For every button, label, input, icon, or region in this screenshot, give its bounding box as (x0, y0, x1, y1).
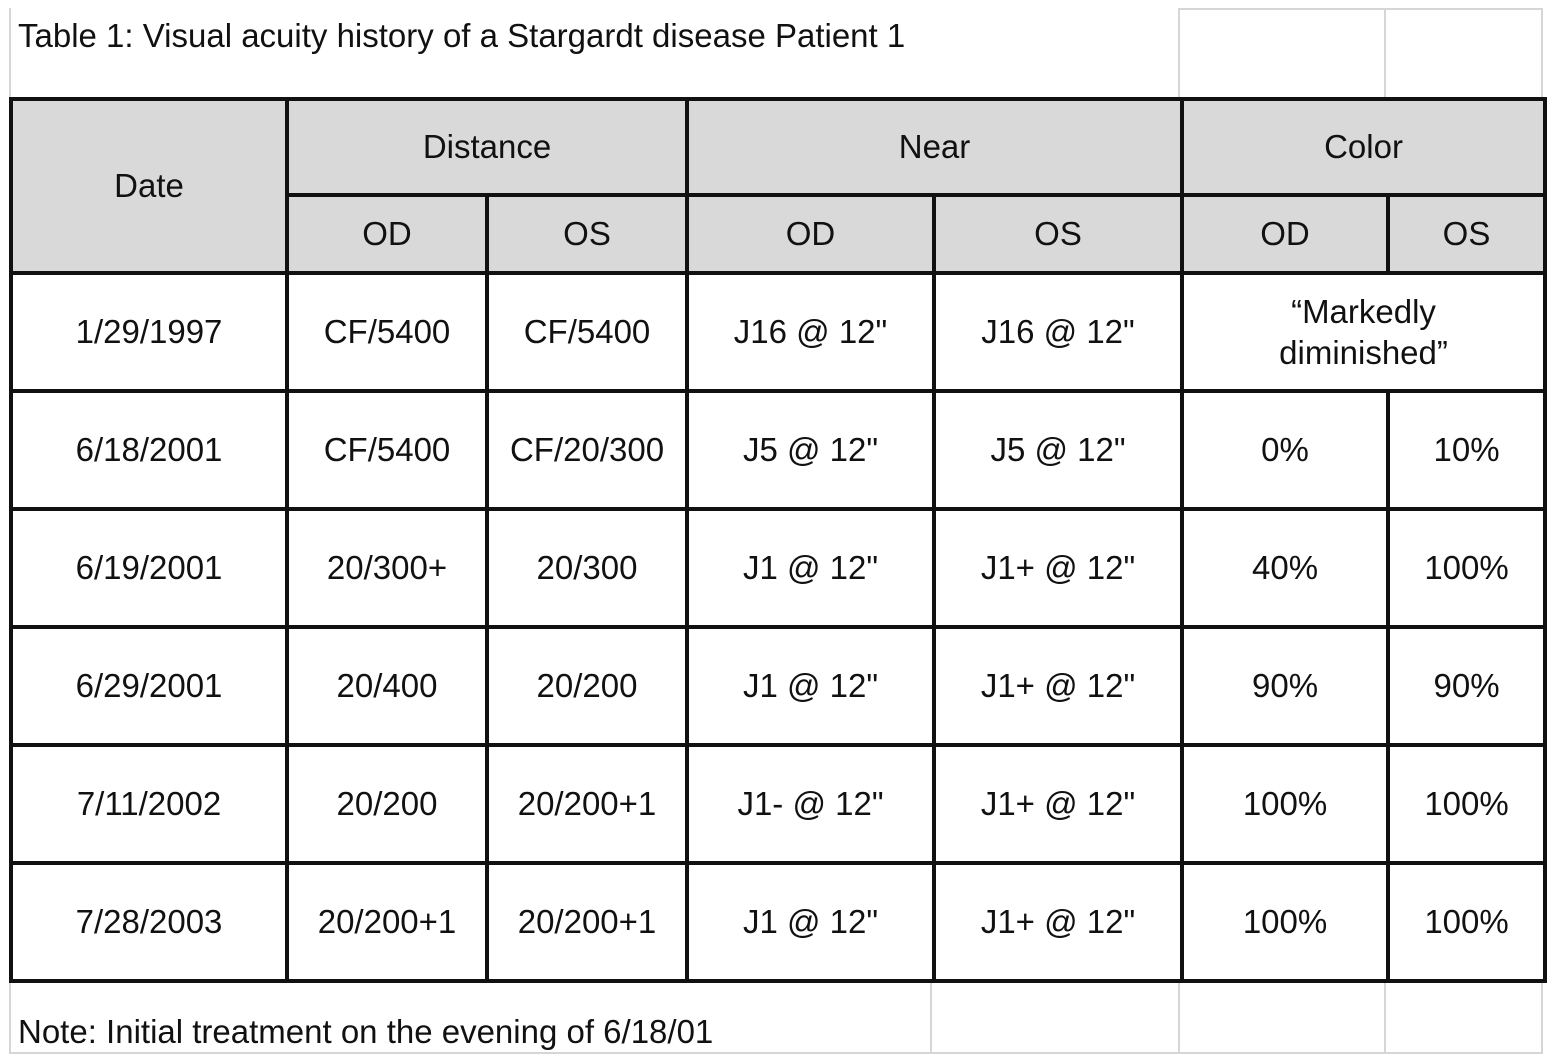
cell-distance-od: 20/400 (285, 625, 489, 747)
cell-distance-os: CF/5400 (484, 271, 690, 393)
gridline (1178, 8, 1180, 98)
cell-date: 6/18/2001 (9, 389, 289, 511)
table-row: 6/18/2001 CF/5400 CF/20/300 J5 @ 12" J5 … (9, 389, 1548, 511)
gridline (9, 1052, 1543, 1054)
cell-distance-od: 20/200+1 (285, 861, 489, 983)
table-title: Table 1: Visual acuity history of a Star… (18, 17, 906, 54)
cell-date: 7/11/2002 (9, 743, 289, 865)
cell-near-os: J5 @ 12" (932, 389, 1185, 511)
header-row-groups: Date Distance Near Color (9, 97, 1548, 275)
cell-distance-od: CF/5400 (285, 271, 489, 393)
cell-near-od: J5 @ 12" (685, 389, 937, 511)
table-note: Note: Initial treatment on the evening o… (18, 1013, 714, 1050)
gridline (1384, 982, 1386, 1054)
cell-distance-os: 20/200 (484, 625, 690, 747)
cell-near-od: J1- @ 12" (685, 743, 937, 865)
table-row: 1/29/1997 CF/5400 CF/5400 J16 @ 12" J16 … (9, 271, 1548, 393)
gridline (9, 982, 11, 1054)
cell-near-os: J16 @ 12" (932, 271, 1185, 393)
gridline (1541, 982, 1543, 1054)
cell-color-merged-text: “Markedly diminished” (1279, 292, 1448, 371)
cell-color-os: 100% (1386, 861, 1548, 983)
visual-acuity-table: Date Distance Near Color OD OS OD OS OD … (9, 97, 1548, 983)
cell-color-os: 90% (1386, 625, 1548, 747)
cell-color-od: 0% (1180, 389, 1391, 511)
cell-near-od: J1 @ 12" (685, 625, 937, 747)
gridline (1178, 8, 1543, 10)
header-near-os: OS (932, 193, 1185, 275)
header-date: Date (9, 97, 289, 275)
header-distance-od: OD (285, 193, 489, 275)
gridline (1384, 8, 1386, 98)
header-color: Color (1180, 97, 1548, 197)
cell-near-os: J1+ @ 12" (932, 625, 1185, 747)
cell-color-merged: “Markedly diminished” (1180, 271, 1548, 393)
cell-near-od: J1 @ 12" (685, 861, 937, 983)
cell-near-os: J1+ @ 12" (932, 743, 1185, 865)
cell-near-os: J1+ @ 12" (932, 507, 1185, 629)
cell-date: 7/28/2003 (9, 861, 289, 983)
cell-distance-os: 20/200+1 (484, 861, 690, 983)
header-row-eyes: OD OS OD OS OD OS (11, 193, 1548, 275)
table-row: 6/19/2001 20/300+ 20/300 J1 @ 12" J1+ @ … (9, 507, 1548, 629)
table-row: 7/11/2002 20/200 20/200+1 J1- @ 12" J1+ … (9, 743, 1548, 865)
cell-distance-od: 20/200 (285, 743, 489, 865)
gridline (9, 8, 11, 98)
table-row: 6/29/2001 20/400 20/200 J1 @ 12" J1+ @ 1… (9, 625, 1548, 747)
table-row: 7/28/2003 20/200+1 20/200+1 J1 @ 12" J1+… (9, 861, 1548, 983)
cell-near-od: J16 @ 12" (685, 271, 937, 393)
header-color-os: OS (1386, 193, 1548, 275)
cell-color-os: 10% (1386, 389, 1548, 511)
cell-color-os: 100% (1386, 743, 1548, 865)
cell-distance-os: 20/200+1 (484, 743, 690, 865)
header-near-od: OD (685, 193, 937, 275)
cell-date: 6/29/2001 (9, 625, 289, 747)
cell-date: 1/29/1997 (9, 271, 289, 393)
cell-color-od: 100% (1180, 861, 1391, 983)
cell-color-od: 100% (1180, 743, 1391, 865)
header-distance: Distance (284, 97, 690, 197)
cell-distance-os: CF/20/300 (484, 389, 690, 511)
cell-near-os: J1+ @ 12" (932, 861, 1185, 983)
gridline (1178, 982, 1180, 1054)
cell-color-od: 90% (1180, 625, 1391, 747)
gridline (1541, 8, 1543, 98)
header-near: Near (685, 97, 1185, 197)
cell-distance-os: 20/300 (484, 507, 690, 629)
header-color-od: OD (1180, 193, 1391, 275)
header-distance-os: OS (484, 193, 690, 275)
gridline (930, 982, 932, 1054)
cell-color-od: 40% (1180, 507, 1391, 629)
cell-color-os: 100% (1386, 507, 1548, 629)
cell-date: 6/19/2001 (9, 507, 289, 629)
cell-distance-od: CF/5400 (285, 389, 489, 511)
cell-near-od: J1 @ 12" (685, 507, 937, 629)
cell-distance-od: 20/300+ (285, 507, 489, 629)
